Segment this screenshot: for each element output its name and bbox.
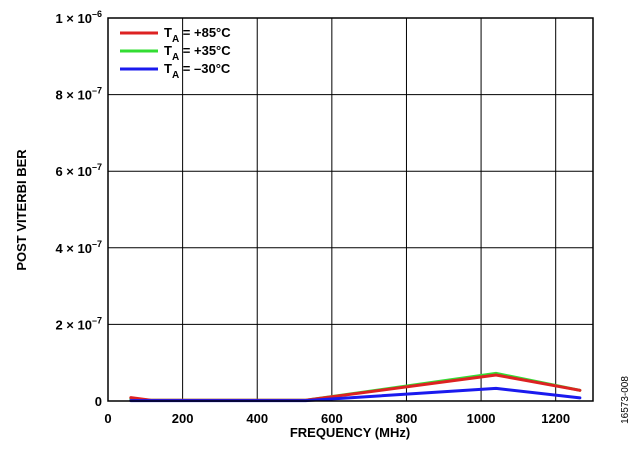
x-tick-label: 0: [104, 411, 111, 426]
x-tick-label: 800: [396, 411, 418, 426]
y-tick-label: 1 × 10–6: [55, 9, 102, 26]
figure-id: 16573-008: [620, 376, 631, 424]
y-axis-title: POST VITERBI BER: [14, 149, 29, 271]
y-tick-labels: 0 2 × 10–7 4 × 10–7 6 × 10–7 8 × 10–7 1 × 10–…: [55, 9, 102, 409]
x-tick-label: 400: [246, 411, 268, 426]
grid: [108, 18, 593, 401]
x-tick-label: 1000: [467, 411, 496, 426]
legend-label: TA = +85°C: [164, 25, 231, 45]
x-tick-label: 1200: [541, 411, 570, 426]
y-tick-label: 2 × 10–7: [55, 315, 102, 332]
x-tick-label: 600: [321, 411, 343, 426]
y-tick-label: 6 × 10–7: [55, 162, 102, 179]
legend-label: TA = +35°C: [164, 43, 231, 63]
y-tick-label: 0: [95, 394, 102, 409]
legend: TA = +85°CTA = +35°CTA = –30°C: [120, 25, 231, 81]
y-tick-label: 8 × 10–7: [55, 86, 102, 103]
x-tick-labels: 0 200 400 600 800 1000 1200: [104, 411, 570, 426]
x-tick-label: 200: [172, 411, 194, 426]
plot-frame: [107, 17, 594, 402]
legend-label: TA = –30°C: [164, 61, 231, 81]
x-axis-title: FREQUENCY (MHz): [290, 425, 410, 440]
y-tick-label: 4 × 10–7: [55, 239, 102, 256]
plot-area: [108, 18, 593, 401]
